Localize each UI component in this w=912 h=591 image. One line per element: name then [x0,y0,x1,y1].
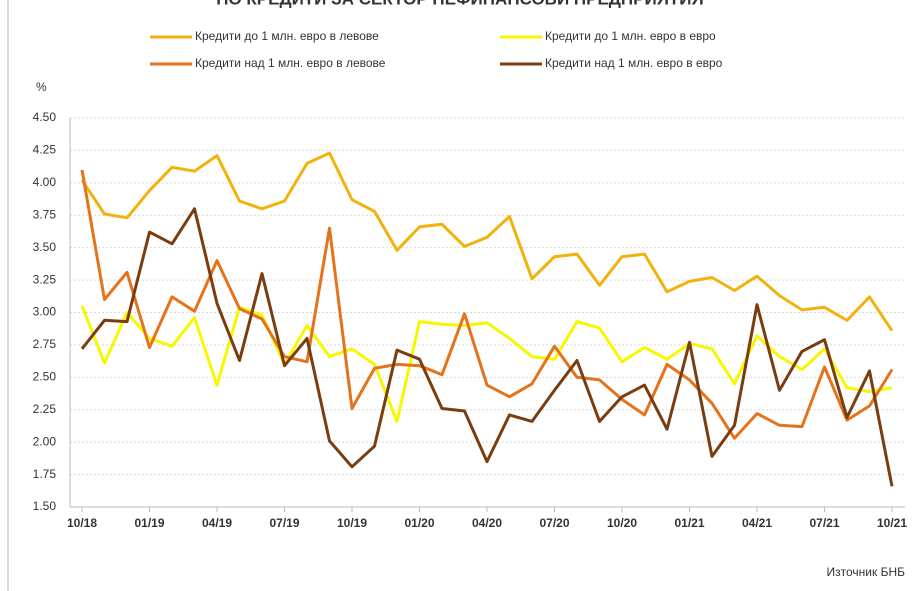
y-tick-label: 1.50 [33,499,57,513]
series-line [80,207,894,487]
y-tick-label: 4.50 [33,110,57,124]
x-tick-label: 01/20 [404,516,434,530]
y-tick-label: 3.50 [33,240,57,254]
legend-label: Кредити над 1 млн. евро в евро [545,56,723,70]
series-line [80,305,893,423]
series-line [80,151,894,332]
y-axis-label: % [36,80,47,94]
legend-label: Кредити над 1 млн. евро в левове [195,56,386,70]
x-tick-label: 04/21 [742,516,772,530]
x-tick-label: 10/20 [607,516,637,530]
x-tick-label: 07/19 [269,516,299,530]
x-tick-label: 01/21 [674,516,704,530]
y-tick-label: 3.00 [33,305,57,319]
x-tick-label: 01/19 [134,516,164,530]
x-tick-label: 10/18 [67,516,97,530]
x-tick-label: 04/20 [472,516,502,530]
legend-label: Кредити до 1 млн. евро в евро [545,29,716,43]
y-tick-label: 3.25 [33,272,57,286]
y-tick-label: 4.25 [33,143,57,157]
chart-title: ПО КРЕДИТИ ЗА СЕКТОР НЕФИНАНСОВИ ПРЕДПРИ… [216,0,703,8]
x-tick-label: 10/19 [337,516,367,530]
y-tick-label: 2.50 [33,370,57,384]
x-tick-label: 04/19 [202,516,232,530]
y-tick-label: 1.75 [33,467,57,481]
x-tick-label: 07/21 [809,516,839,530]
series-line [80,169,894,440]
y-tick-label: 4.00 [33,175,57,189]
source: Източник БНБ [827,565,906,579]
y-tick-label: 2.00 [33,434,57,448]
y-tick-label: 2.75 [33,337,57,351]
x-tick-label: 07/20 [539,516,569,530]
y-tick-label: 3.75 [33,207,57,221]
y-tick-label: 2.25 [33,402,57,416]
x-tick-label: 10/21 [877,516,907,530]
legend-label: Кредити до 1 млн. евро в левове [195,29,379,43]
